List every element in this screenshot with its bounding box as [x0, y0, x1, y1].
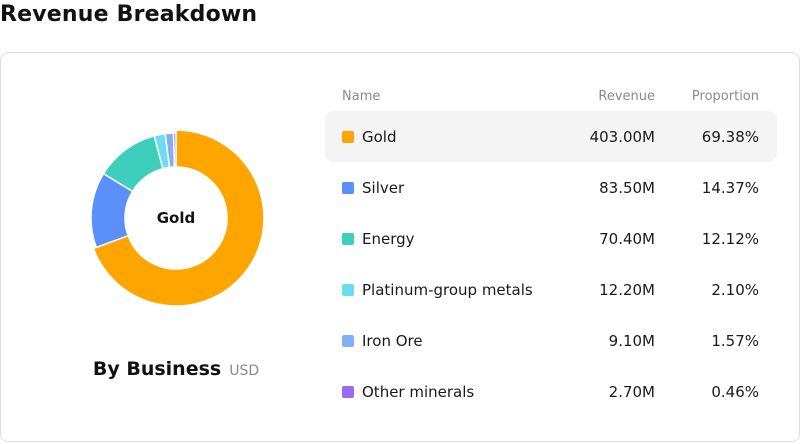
- row-proportion: 12.12%: [701, 229, 759, 248]
- table-row[interactable]: Gold 403.00M 69.38%: [325, 111, 777, 162]
- row-proportion: 69.38%: [701, 127, 759, 146]
- chart-subtitle: By Business USD: [1, 358, 351, 380]
- row-revenue: 83.50M: [599, 178, 655, 197]
- row-proportion: 2.10%: [711, 280, 759, 299]
- revenue-card: Gold By Business USD Name Revenue Propor…: [0, 52, 800, 442]
- table-row[interactable]: Other minerals 2.70M 0.46%: [325, 366, 777, 417]
- row-name-cell: Iron Ore: [325, 332, 555, 350]
- donut-svg: [90, 129, 265, 307]
- row-revenue: 2.70M: [608, 382, 655, 401]
- row-proportion: 1.57%: [711, 331, 759, 350]
- legend-swatch: [342, 181, 354, 194]
- donut-center-label: Gold: [156, 209, 196, 227]
- table-row[interactable]: Energy 70.40M 12.12%: [325, 213, 777, 264]
- table-row[interactable]: Iron Ore 9.10M 1.57%: [325, 315, 777, 366]
- row-name: Other minerals: [362, 382, 475, 401]
- table-row[interactable]: Platinum-group metals 12.20M 2.10%: [325, 264, 777, 315]
- row-name-cell: Energy: [325, 230, 555, 248]
- subtitle-text: By Business: [92, 358, 222, 380]
- row-proportion: 14.37%: [701, 178, 759, 197]
- row-revenue: 12.20M: [599, 280, 655, 299]
- table-body: Gold 403.00M 69.38% Silver 83.50M 14.37% Energ…: [325, 111, 777, 417]
- header-name: Name: [342, 88, 381, 104]
- row-revenue: 9.10M: [608, 331, 655, 350]
- row-name-cell: Gold: [325, 128, 555, 146]
- row-name-cell: Platinum-group metals: [325, 281, 555, 299]
- row-name-cell: Other minerals: [325, 383, 555, 401]
- header-proportion: Proportion: [691, 88, 759, 104]
- row-name: Platinum-group metals: [362, 280, 533, 299]
- row-revenue: 403.00M: [589, 127, 655, 146]
- donut-slice-other-minerals[interactable]: [172, 132, 177, 168]
- legend-swatch: [342, 385, 354, 398]
- donut-slice-gold[interactable]: [92, 129, 265, 307]
- legend-swatch: [342, 232, 354, 245]
- header-revenue: Revenue: [598, 88, 655, 104]
- breakdown-table: Name Revenue Proportion Gold 403.00M 69.38…: [325, 81, 777, 417]
- legend-swatch: [342, 334, 354, 347]
- row-name: Energy: [362, 229, 415, 248]
- table-row[interactable]: Silver 83.50M 14.37%: [325, 162, 777, 213]
- unit-label: USD: [229, 363, 260, 379]
- donut-chart: Gold: [81, 123, 271, 313]
- row-proportion: 0.46%: [711, 382, 759, 401]
- row-name: Gold: [362, 127, 397, 146]
- table-header: Name Revenue Proportion: [325, 81, 777, 111]
- page-title: Revenue Breakdown: [0, 2, 258, 27]
- row-name: Iron Ore: [362, 331, 423, 350]
- row-name-cell: Silver: [325, 179, 555, 197]
- row-revenue: 70.40M: [599, 229, 655, 248]
- row-name: Silver: [362, 178, 405, 197]
- legend-swatch: [342, 283, 354, 296]
- legend-swatch: [342, 130, 354, 143]
